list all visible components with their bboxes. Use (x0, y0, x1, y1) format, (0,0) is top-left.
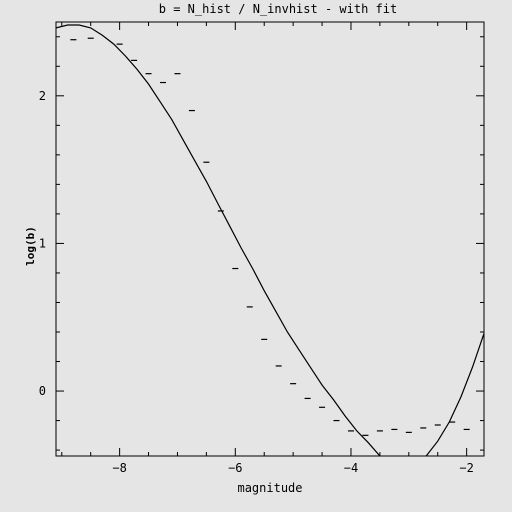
chart-title: b = N_hist / N_invhist - with fit (159, 2, 397, 16)
x-tick-label: −2 (459, 461, 473, 475)
y-axis-label: log(b) (24, 226, 37, 266)
y-tick-label: 2 (39, 89, 46, 103)
series-layer (56, 24, 484, 456)
x-axis-label: magnitude (237, 481, 302, 495)
fit-curve (56, 24, 484, 456)
y-tick-label: 0 (39, 384, 46, 398)
axis-ticks: −8 −6 −4 −2 0 1 2 (39, 22, 484, 475)
x-tick-label: −4 (344, 461, 358, 475)
y-tick-label: 1 (39, 236, 46, 250)
x-tick-label: −6 (228, 461, 242, 475)
plot-frame (55, 21, 485, 457)
x-tick-label: −8 (112, 461, 126, 475)
